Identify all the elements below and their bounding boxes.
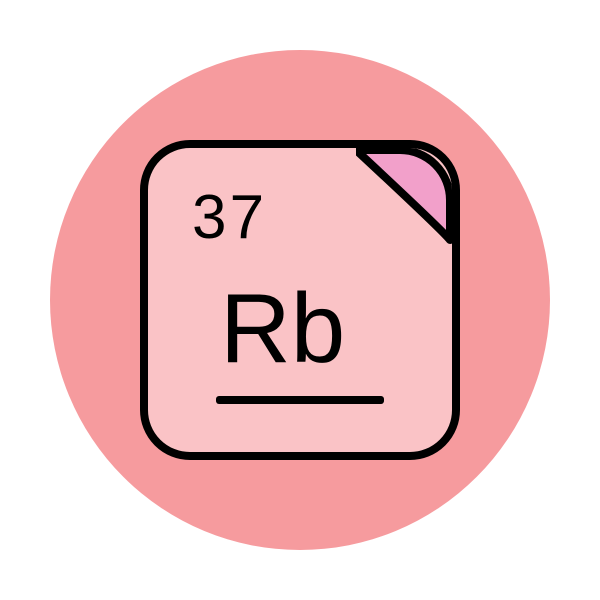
corner-fold-icon [356, 146, 454, 244]
symbol-underline [216, 396, 384, 404]
element-symbol: Rb [220, 272, 345, 385]
element-tile-icon: 37 Rb [140, 140, 460, 460]
atomic-number: 37 [192, 182, 267, 253]
